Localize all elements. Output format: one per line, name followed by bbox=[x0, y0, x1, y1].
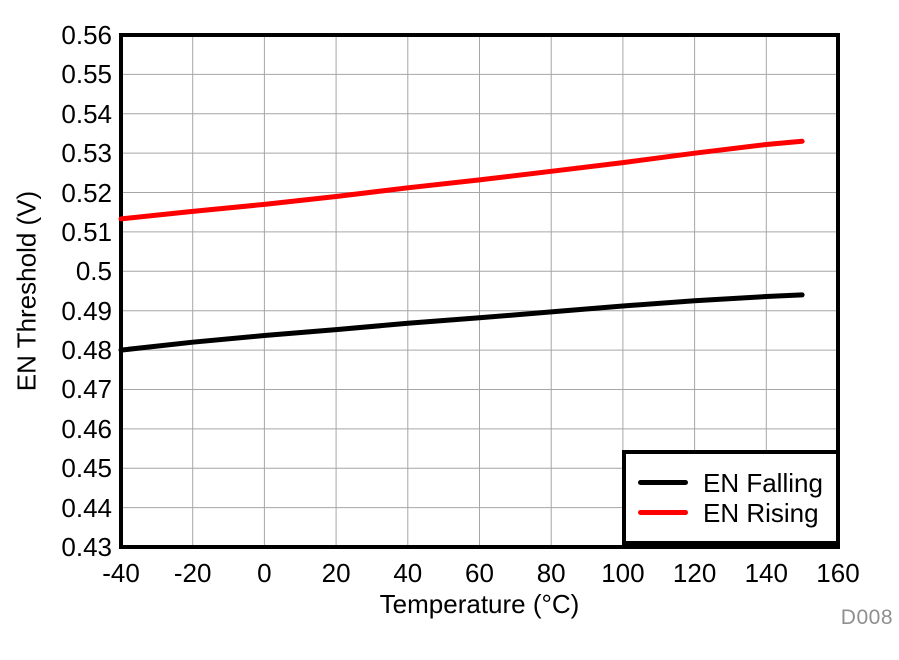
en-falling-line-swatch bbox=[638, 480, 688, 485]
x-tick-label: -20 bbox=[173, 558, 212, 588]
y-axis-title: EN Threshold (V) bbox=[11, 190, 42, 392]
x-tick-label: 140 bbox=[744, 558, 788, 588]
y-tick-label: 0.48 bbox=[61, 335, 112, 366]
x-tick-label: -40 bbox=[102, 558, 140, 588]
y-tick-label: 0.46 bbox=[61, 413, 112, 444]
y-tick-label: 0.43 bbox=[61, 532, 112, 562]
x-tick-label: 100 bbox=[601, 558, 645, 588]
legend: EN Falling EN Rising bbox=[622, 450, 840, 545]
x-tick-label: 80 bbox=[536, 558, 566, 588]
y-tick-label: 0.5 bbox=[75, 256, 112, 287]
series-line-en-falling bbox=[118, 292, 805, 353]
legend-item-en-falling: EN Falling bbox=[638, 468, 836, 498]
axis-frame bbox=[119, 33, 840, 549]
y-tick-label: 0.49 bbox=[61, 295, 112, 326]
y-tick-label: 0.45 bbox=[61, 453, 112, 484]
y-tick-label: 0.44 bbox=[61, 492, 112, 523]
y-tick-label: 0.53 bbox=[61, 138, 112, 169]
x-tick-label: 120 bbox=[672, 558, 717, 588]
en-rising-line-swatch bbox=[638, 510, 688, 515]
series-line-en-rising bbox=[118, 138, 805, 222]
legend-label-en-falling: EN Falling bbox=[703, 467, 823, 498]
x-tick-label: 60 bbox=[465, 558, 494, 588]
y-tick-label: 0.55 bbox=[61, 59, 112, 90]
legend-label-en-rising: EN Rising bbox=[703, 497, 819, 528]
x-tick-label: 160 bbox=[816, 558, 860, 588]
y-tick-label: 0.54 bbox=[61, 98, 112, 129]
y-tick-label: 0.47 bbox=[61, 374, 112, 405]
legend-item-en-rising: EN Rising bbox=[638, 498, 836, 528]
x-axis-title: Temperature (°C) bbox=[379, 589, 580, 619]
x-tick-label: 20 bbox=[321, 558, 351, 588]
y-tick-label: 0.56 bbox=[61, 20, 112, 50]
y-tick-label: 0.51 bbox=[61, 216, 112, 247]
x-tick-label: 40 bbox=[393, 558, 423, 588]
y-tick-label: 0.52 bbox=[61, 177, 112, 208]
plot-id-watermark: D008 bbox=[840, 606, 893, 629]
x-tick-label: 0 bbox=[257, 558, 272, 588]
